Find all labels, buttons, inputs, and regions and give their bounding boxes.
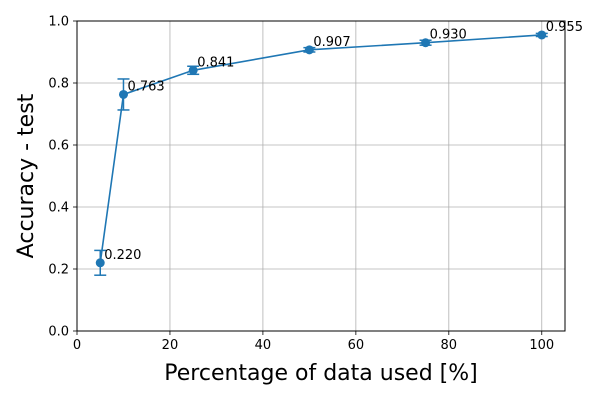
data-point bbox=[188, 65, 198, 75]
y-tick-label: 0.6 bbox=[48, 139, 69, 154]
data-label: 0.763 bbox=[127, 79, 164, 94]
x-tick-label: 0 bbox=[73, 338, 81, 353]
grid-layer bbox=[76, 20, 565, 332]
y-tick-label: 1.0 bbox=[48, 15, 69, 30]
data-label: 0.907 bbox=[313, 35, 350, 50]
data-point bbox=[118, 89, 128, 99]
data-label: 0.220 bbox=[104, 248, 141, 263]
tick-layer: 0 20 40 60 80 100 0.0 0.2 0.4 0.6 0.8 1.0 bbox=[48, 15, 554, 354]
x-tick-label: 60 bbox=[348, 338, 365, 353]
x-tick-label: 40 bbox=[255, 338, 272, 353]
data-point bbox=[421, 38, 431, 48]
y-tick-label: 0.2 bbox=[48, 263, 69, 278]
series-line bbox=[99, 34, 542, 263]
data-point bbox=[537, 30, 547, 40]
y-axis-title: Accuracy - test bbox=[14, 93, 39, 258]
y-tick-label: 0.8 bbox=[48, 77, 69, 92]
y-tick-label: 0.4 bbox=[48, 201, 69, 216]
x-tick-label: 20 bbox=[162, 338, 179, 353]
plot-frame bbox=[76, 20, 566, 332]
data-point bbox=[95, 258, 105, 268]
series-layer: 0.220 0.763 0.841 0.907 0.930 0.955 bbox=[94, 20, 583, 276]
data-point bbox=[304, 45, 314, 55]
data-label: 0.955 bbox=[546, 20, 583, 35]
data-label: 0.841 bbox=[197, 55, 234, 70]
x-axis-title: Percentage of data used [%] bbox=[164, 361, 477, 386]
y-tick-label: 0.0 bbox=[48, 325, 69, 340]
x-tick-label: 100 bbox=[529, 338, 554, 353]
x-tick-label: 80 bbox=[441, 338, 458, 353]
data-label: 0.930 bbox=[430, 28, 467, 43]
